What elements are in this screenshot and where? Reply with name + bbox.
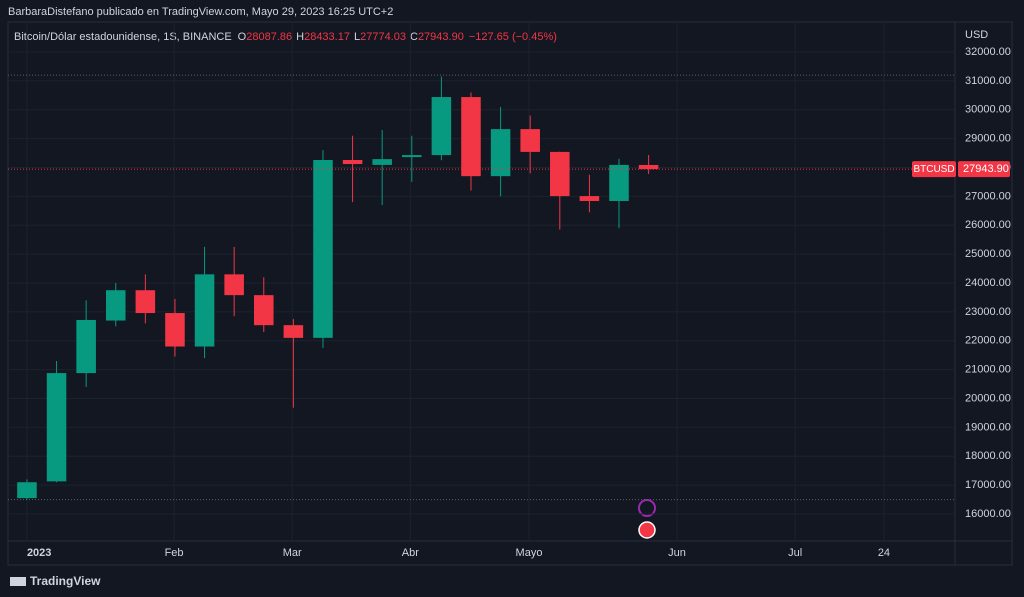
candle-body (254, 295, 274, 326)
y-tick-label: 31000.00 (965, 75, 1011, 87)
y-tick-label: 27000.00 (965, 190, 1011, 202)
candle-body (609, 164, 629, 201)
y-tick-label: 23000.00 (965, 306, 1011, 318)
y-tick-label: 24000.00 (965, 277, 1011, 289)
y-tick-label: 20000.00 (965, 392, 1011, 404)
ohlc-value: 27774.03 (360, 31, 406, 43)
candle-body (165, 313, 185, 347)
ohlc-value: 28433.17 (304, 31, 350, 43)
y-tick-label: 21000.00 (965, 364, 1011, 376)
price-tag-name: BTCUSD (913, 164, 954, 175)
change: −127.65 (−0.45%) (469, 31, 557, 43)
y-tick-label: 16000.00 (965, 508, 1011, 520)
ohlc-value: 27943.90 (418, 31, 464, 43)
y-tick-label: 18000.00 (965, 450, 1011, 462)
x-tick-label: Jun (668, 547, 686, 559)
y-tick-label: 19000.00 (965, 421, 1011, 433)
candle-body (402, 155, 422, 158)
x-tick-label: Feb (165, 547, 184, 559)
x-tick-label: 2023 (27, 547, 51, 559)
y-tick-label: 22000.00 (965, 335, 1011, 347)
x-tick-label: Mar (283, 547, 302, 559)
ohlc-key: L (354, 31, 360, 43)
x-tick-label: 24 (878, 547, 890, 559)
candle-body (520, 129, 540, 152)
candle-body (490, 129, 511, 177)
symbol-legend: Bitcoin/Dólar estadounidense, 1S, BINANC… (14, 31, 557, 43)
ohlc-key: H (296, 31, 304, 43)
candle-body (105, 290, 126, 321)
y-tick-label: 29000.00 (965, 133, 1011, 145)
icons (638, 499, 656, 539)
candle-body (461, 97, 481, 177)
brand: TradingView (30, 574, 101, 588)
price-tag-value: 27943.90 (963, 163, 1009, 175)
ohlc-key: C (410, 31, 418, 43)
candle-body (313, 159, 333, 338)
candle-body (550, 151, 570, 197)
x-tick-label: Jul (788, 547, 802, 559)
icon (638, 521, 656, 539)
frame (7, 21, 1013, 566)
y-tick-label: 32000.00 (965, 46, 1011, 58)
candle-body (283, 325, 304, 338)
candle-body (342, 159, 363, 165)
candle-body (431, 97, 452, 156)
candle-body (579, 196, 600, 201)
candle-body (46, 373, 67, 482)
candle-body (76, 319, 96, 374)
candle-body (224, 274, 244, 296)
x-tick-label: Abr (402, 547, 419, 559)
logo (10, 577, 26, 586)
publisher: BarbaraDistefano publicado en TradingVie… (8, 6, 393, 18)
ohlc-value: 28087.86 (246, 31, 292, 43)
candle-body (194, 274, 215, 347)
symbol: Bitcoin/Dólar estadounidense, 1S, BINANC… (14, 31, 232, 43)
ohlc-key: O (238, 31, 247, 43)
currency: USD (965, 29, 988, 41)
y-tick-label: 26000.00 (965, 219, 1011, 231)
y-tick-label: 25000.00 (965, 248, 1011, 260)
candle-body (135, 290, 156, 314)
price-tag (958, 161, 1010, 178)
price-tag (912, 161, 956, 178)
y-tick-label: 30000.00 (965, 104, 1011, 116)
candle-body (17, 482, 37, 499)
candle-body (638, 164, 659, 170)
candle-body (372, 159, 392, 165)
x-tick-label: Mayo (516, 547, 543, 559)
y-tick-label: 17000.00 (965, 479, 1011, 491)
